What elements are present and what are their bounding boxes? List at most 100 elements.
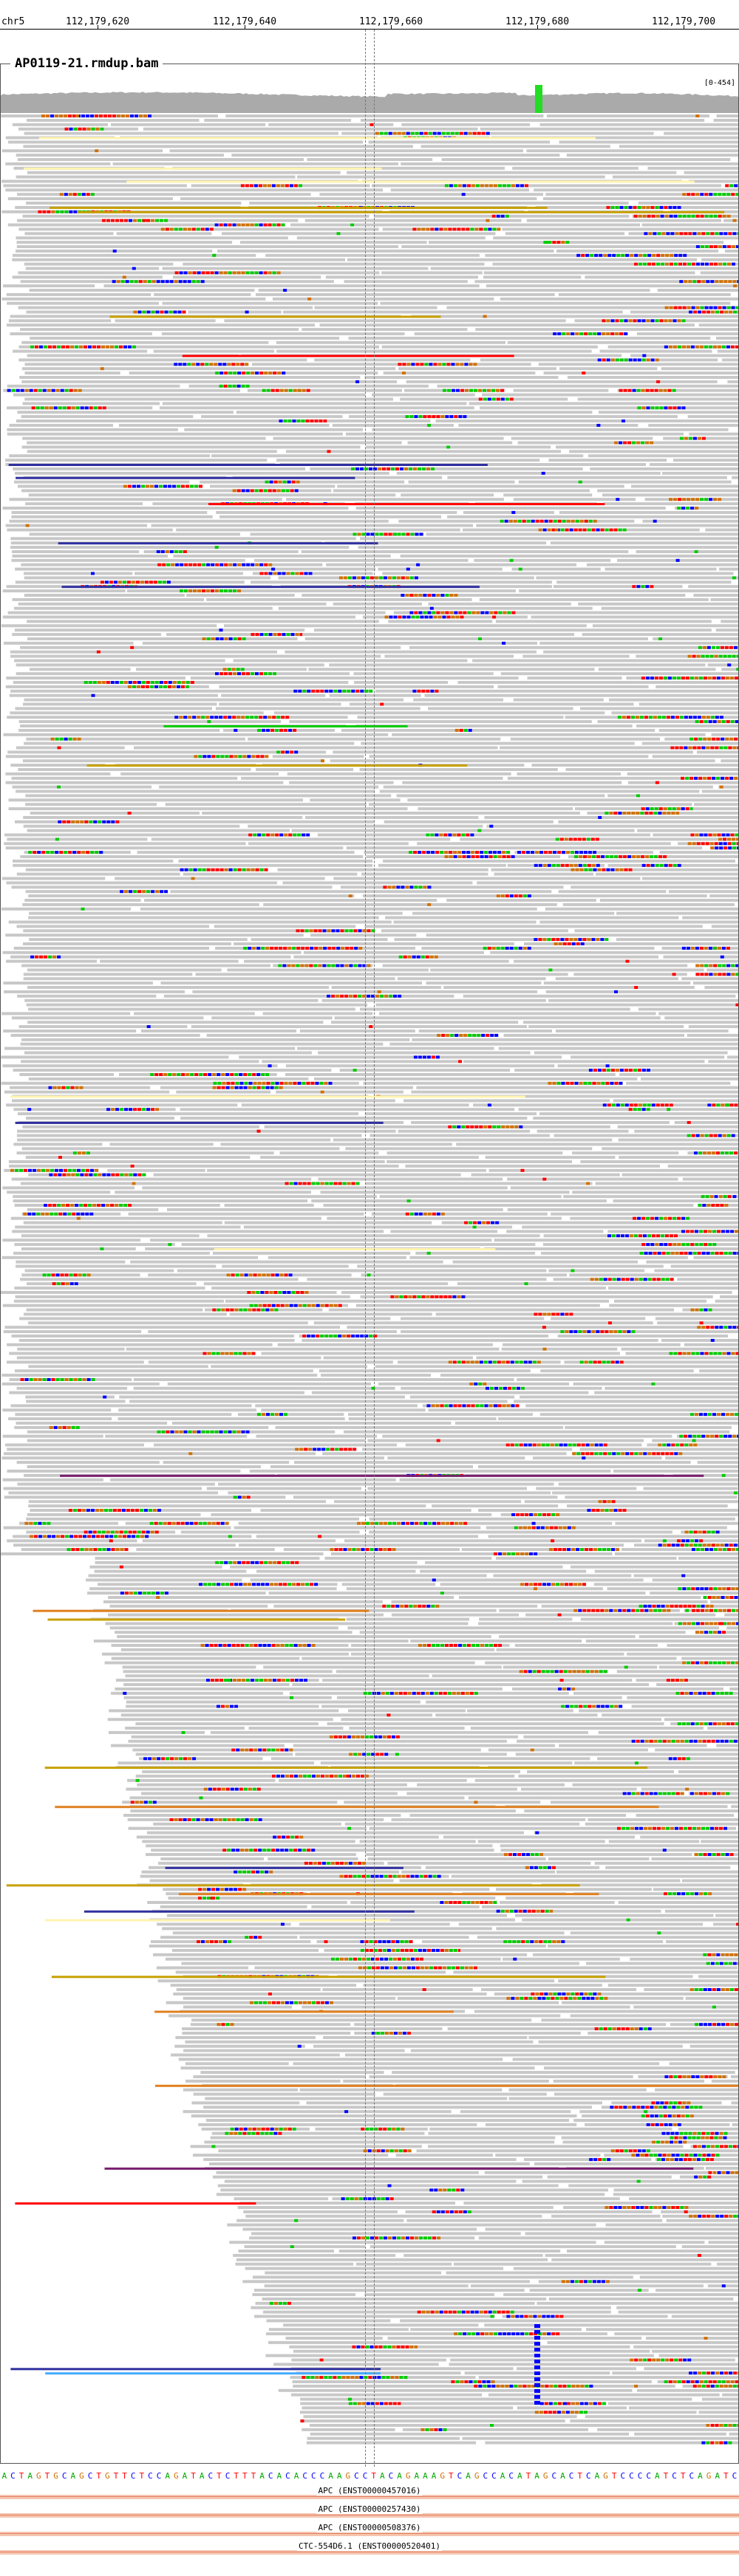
mismatch-base xyxy=(278,1291,282,1294)
mismatch-base xyxy=(102,1548,106,1552)
mismatch-base xyxy=(239,1308,243,1312)
mismatch-base xyxy=(292,946,296,950)
mismatch-base xyxy=(232,384,236,388)
mismatch-base xyxy=(474,227,479,231)
mismatch-base xyxy=(627,855,632,858)
read xyxy=(16,1461,160,1465)
mismatch-base xyxy=(450,1521,454,1525)
mismatch-base xyxy=(119,681,123,684)
mismatch-base xyxy=(612,253,616,257)
read xyxy=(3,1487,202,1490)
mismatch-base xyxy=(531,1521,536,1525)
mismatch-base xyxy=(253,1273,257,1277)
mismatch-base xyxy=(77,737,81,741)
mismatch-base xyxy=(266,1273,270,1277)
read xyxy=(217,249,554,253)
mismatch-base xyxy=(712,1413,716,1417)
mismatch-base xyxy=(690,1722,695,1726)
read xyxy=(601,606,738,610)
alignment-reads[interactable] xyxy=(1,114,739,2463)
mismatch-base xyxy=(236,1430,241,1433)
mismatch-base xyxy=(658,1609,662,1612)
mismatch-base xyxy=(234,1583,239,1586)
coverage-track[interactable] xyxy=(1,83,739,113)
mismatch-base xyxy=(152,1757,157,1761)
mismatch-base xyxy=(610,332,615,335)
mismatch-base xyxy=(81,1168,85,1172)
mismatch-base xyxy=(389,1691,394,1695)
mismatch-base xyxy=(276,750,281,754)
read xyxy=(537,1129,629,1133)
mismatch-base xyxy=(183,280,187,284)
mismatch-base xyxy=(310,419,314,422)
mismatch-base xyxy=(354,946,358,950)
mismatch-base xyxy=(367,1753,371,1756)
mismatch-base xyxy=(146,1592,151,1595)
mismatch-base xyxy=(426,1251,431,1255)
mismatch-base xyxy=(471,611,476,614)
mismatch-base xyxy=(693,310,698,314)
read xyxy=(25,868,268,871)
mismatch-base xyxy=(638,1452,643,1456)
mismatch-base xyxy=(64,851,68,854)
mismatch-base xyxy=(200,1818,205,1821)
mismatch-base xyxy=(489,1643,493,1647)
mismatch-base xyxy=(413,467,417,470)
alignment-track-panel[interactable]: [0-454] xyxy=(0,64,739,2464)
mismatch-base xyxy=(280,1748,285,1752)
read xyxy=(372,428,729,431)
mismatch-base xyxy=(618,528,622,532)
mismatch-base xyxy=(383,886,387,889)
mismatch-base xyxy=(164,310,168,314)
mismatch-base xyxy=(661,1604,665,1608)
mismatch-base xyxy=(91,693,95,697)
mismatch-base xyxy=(666,1679,670,1682)
read xyxy=(13,859,174,863)
mismatch-base xyxy=(461,227,466,231)
mismatch-base xyxy=(268,1561,273,1564)
mismatch-base xyxy=(128,1530,132,1534)
read xyxy=(543,982,691,985)
mismatch-base xyxy=(708,345,712,349)
read xyxy=(327,419,431,422)
mismatch-base xyxy=(655,1216,659,1220)
mismatch-base xyxy=(681,1243,686,1247)
mismatch-base xyxy=(340,994,344,998)
read xyxy=(13,606,273,610)
read xyxy=(721,620,738,623)
mismatch-base xyxy=(718,214,722,218)
mismatch-base xyxy=(67,1425,71,1429)
read xyxy=(435,1312,738,1316)
mismatch-base xyxy=(297,388,302,392)
mismatch-base xyxy=(673,306,678,309)
mismatch-base xyxy=(666,1251,670,1255)
read xyxy=(308,668,595,671)
mismatch-base xyxy=(488,227,492,231)
mismatch-base xyxy=(289,1643,293,1647)
mismatch-base xyxy=(590,1452,594,1456)
mismatch-base xyxy=(661,1251,666,1255)
mismatch-base xyxy=(183,716,188,719)
mismatch-base xyxy=(628,868,633,871)
mismatch-base xyxy=(419,1521,423,1525)
mismatch-base xyxy=(728,846,732,850)
read xyxy=(183,262,485,266)
mismatch-base xyxy=(732,219,737,222)
mismatch-base xyxy=(137,1592,142,1595)
mismatch-base xyxy=(215,637,219,640)
genomic-ruler[interactable]: chr5 112,179,620 112,179,640 112,179,660… xyxy=(0,0,739,30)
read xyxy=(605,567,717,571)
mismatch-base xyxy=(716,1151,720,1155)
mismatch-base xyxy=(338,689,342,693)
track-title[interactable]: AP0119-21.rmdup.bam xyxy=(10,56,163,71)
mismatch-base xyxy=(405,576,409,580)
mismatch-base xyxy=(261,1583,265,1586)
mismatch-base xyxy=(466,227,470,231)
read xyxy=(1,1081,359,1085)
mismatch-base xyxy=(712,1103,716,1107)
mismatch-base xyxy=(524,1282,528,1286)
mismatch-base xyxy=(711,1204,715,1207)
mismatch-base xyxy=(217,1086,221,1089)
mismatch-base xyxy=(541,471,545,475)
read xyxy=(4,1326,340,1329)
